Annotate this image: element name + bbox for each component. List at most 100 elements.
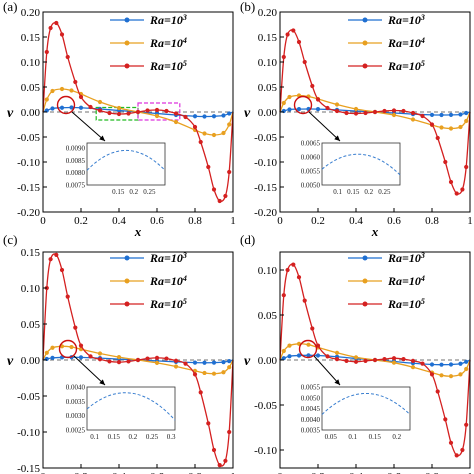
x-tick-label: 0.4	[112, 471, 126, 474]
data-point	[116, 111, 122, 117]
data-point	[382, 108, 387, 114]
data-point	[183, 114, 188, 120]
inset-x-tick-label: 0.25	[146, 433, 159, 441]
data-point	[287, 354, 292, 359]
legend-label: Ra=105	[387, 297, 425, 312]
data-point	[48, 25, 53, 31]
data-point	[325, 354, 330, 359]
y-axis-label: v	[244, 106, 251, 121]
data-point	[202, 360, 207, 365]
x-tick-label: 0.4	[349, 215, 363, 227]
inset-chart: 0.15 0.2 0.25 0.0075 0.0080 0.0085 0.0090	[66, 142, 166, 196]
data-point	[344, 110, 349, 116]
data-point	[54, 252, 59, 257]
data-point	[202, 370, 207, 376]
y-axis-label: v	[7, 354, 14, 369]
data-point	[78, 94, 84, 100]
data-point	[410, 117, 416, 122]
data-point	[401, 108, 406, 114]
arrow-head	[99, 379, 105, 385]
arrow-head	[334, 379, 340, 385]
data-point	[291, 262, 296, 267]
data-point	[88, 104, 93, 110]
inset-frame	[86, 386, 176, 431]
inset-x-tick-label: 0.2	[129, 188, 138, 196]
data-point	[448, 374, 454, 379]
inset-x-tick-label: 0.2	[129, 433, 138, 441]
data-point	[464, 366, 469, 372]
data-point	[315, 97, 321, 102]
arrow-line	[313, 355, 341, 386]
data-point	[310, 326, 315, 331]
data-point	[116, 360, 122, 365]
data-point	[410, 365, 416, 370]
data-point	[281, 356, 286, 361]
data-point	[154, 355, 160, 360]
y-tick-label: 0.05	[258, 82, 278, 94]
data-point	[448, 126, 454, 131]
data-point	[221, 360, 226, 365]
arrow-head	[334, 135, 340, 141]
inset-y-tick-label: 0.0025	[66, 427, 86, 435]
data-point	[211, 447, 217, 453]
legend-label: Ra=103	[149, 13, 187, 28]
data-point	[439, 362, 444, 367]
data-point	[202, 114, 207, 119]
y-axis-label: v	[244, 354, 251, 369]
data-point	[69, 88, 74, 93]
panel-label: (c)	[3, 232, 17, 247]
data-point	[211, 371, 217, 376]
data-point	[223, 458, 228, 463]
data-point	[401, 357, 406, 362]
data-point	[126, 359, 131, 364]
data-point	[116, 105, 122, 111]
data-point	[227, 365, 232, 370]
x-tick-label: 0.2	[74, 471, 88, 474]
data-point	[448, 362, 454, 367]
legend-label: Ra=104	[387, 274, 425, 289]
legend-marker	[124, 17, 130, 23]
data-point	[382, 357, 387, 362]
data-point	[353, 111, 359, 116]
data-point	[198, 139, 203, 145]
data-point	[173, 358, 179, 363]
inset-y-tick-label: 0.0090	[66, 144, 86, 152]
x-tick-label: 0.8	[425, 215, 439, 227]
legend-label: Ra=103	[387, 251, 425, 266]
data-point	[464, 110, 469, 116]
panel-2: (b) 0 0.2 0.4 0.6 0.8 1 -0.20 -0.15 -0.10 -0.05 0.0…	[240, 0, 473, 239]
y-tick-label: 0.15	[21, 247, 41, 259]
data-point	[173, 364, 179, 369]
data-point	[443, 417, 448, 422]
x-tick-label: 0.4	[112, 215, 126, 227]
inset-y-tick-label: 0.0045	[301, 405, 321, 413]
inset-frame	[86, 142, 166, 186]
data-point	[73, 79, 78, 85]
inset-curve	[321, 153, 401, 176]
data-point	[44, 49, 49, 55]
y-tick-label: -0.20	[17, 207, 40, 219]
legend-label: Ra=105	[149, 59, 187, 74]
data-point	[448, 440, 454, 445]
data-point	[54, 20, 59, 26]
inset-x-tick-label: 0.05	[325, 433, 338, 441]
x-tick-label: 0	[40, 471, 46, 474]
data-point	[107, 359, 112, 364]
data-point	[44, 97, 49, 102]
legend-marker	[362, 17, 368, 23]
data-point	[59, 105, 65, 110]
data-point	[458, 361, 463, 366]
data-point	[50, 88, 55, 94]
data-point	[211, 360, 217, 365]
data-point	[116, 355, 122, 360]
x-tick-label: 1	[230, 215, 236, 227]
x-tick-label: 0.6	[387, 215, 401, 227]
panel-label: (b)	[240, 0, 255, 14]
data-point	[334, 357, 340, 362]
data-point	[221, 370, 226, 375]
inset-x-tick-label: 0.1	[90, 433, 99, 441]
data-point	[164, 108, 169, 114]
inset-y-tick-label: 0.0065	[301, 140, 321, 148]
y-tick-label: -0.10	[254, 445, 277, 457]
y-tick-label: -0.15	[17, 463, 40, 474]
